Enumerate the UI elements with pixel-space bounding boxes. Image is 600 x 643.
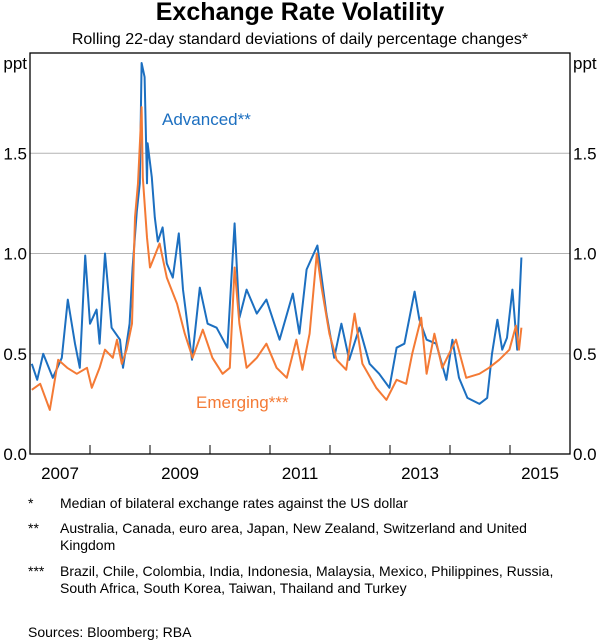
y-tick-label-right: 0.0	[573, 445, 597, 464]
y-tick-label-right: 1.5	[573, 144, 597, 163]
chart-title: Exchange Rate Volatility	[155, 0, 445, 26]
chart-subtitle: Rolling 22-day standard deviations of da…	[71, 31, 529, 48]
y-axis-unit-right: ppt	[573, 54, 597, 73]
y-tick-label-left: 1.0	[3, 245, 27, 264]
x-tick-label: 2013	[401, 464, 439, 483]
note-text: Australia, Canada, euro area, Japan, New…	[60, 520, 527, 553]
x-tick-label: 2009	[161, 464, 199, 483]
y-axis-unit-left: ppt	[3, 54, 27, 73]
y-tick-label-left: 0.5	[3, 345, 27, 364]
y-tick-label-left: 1.5	[3, 144, 27, 163]
note-text: Brazil, Chile, Colombia, India, Indonesi…	[60, 563, 554, 596]
y-tick-label-right: 0.5	[573, 345, 597, 364]
note-text: Median of bilateral exchange rates again…	[60, 495, 408, 511]
note-marker: ***	[28, 563, 45, 579]
x-tick-label: 2015	[521, 464, 559, 483]
series-line-advanced	[30, 62, 523, 405]
y-tick-label-left: 0.0	[3, 445, 27, 464]
x-tick-label: 2011	[282, 464, 319, 483]
series-line-emerging	[31, 106, 523, 411]
chart: 0.0 0.0 0.5 0.5 1.0 1.0 1.5 1.5 ppt ppt Advanced**…	[3, 52, 597, 483]
y-tick-label-right: 1.0	[573, 245, 597, 264]
x-tick-label: 2007	[41, 464, 79, 483]
note-marker: **	[28, 520, 39, 536]
series-label-advanced: Advanced**	[162, 110, 251, 129]
series-label-emerging: Emerging***	[196, 393, 289, 412]
plot-frame	[29, 52, 571, 455]
note-marker: *	[28, 495, 34, 511]
sources: Sources: Bloomberg; RBA	[28, 624, 192, 640]
